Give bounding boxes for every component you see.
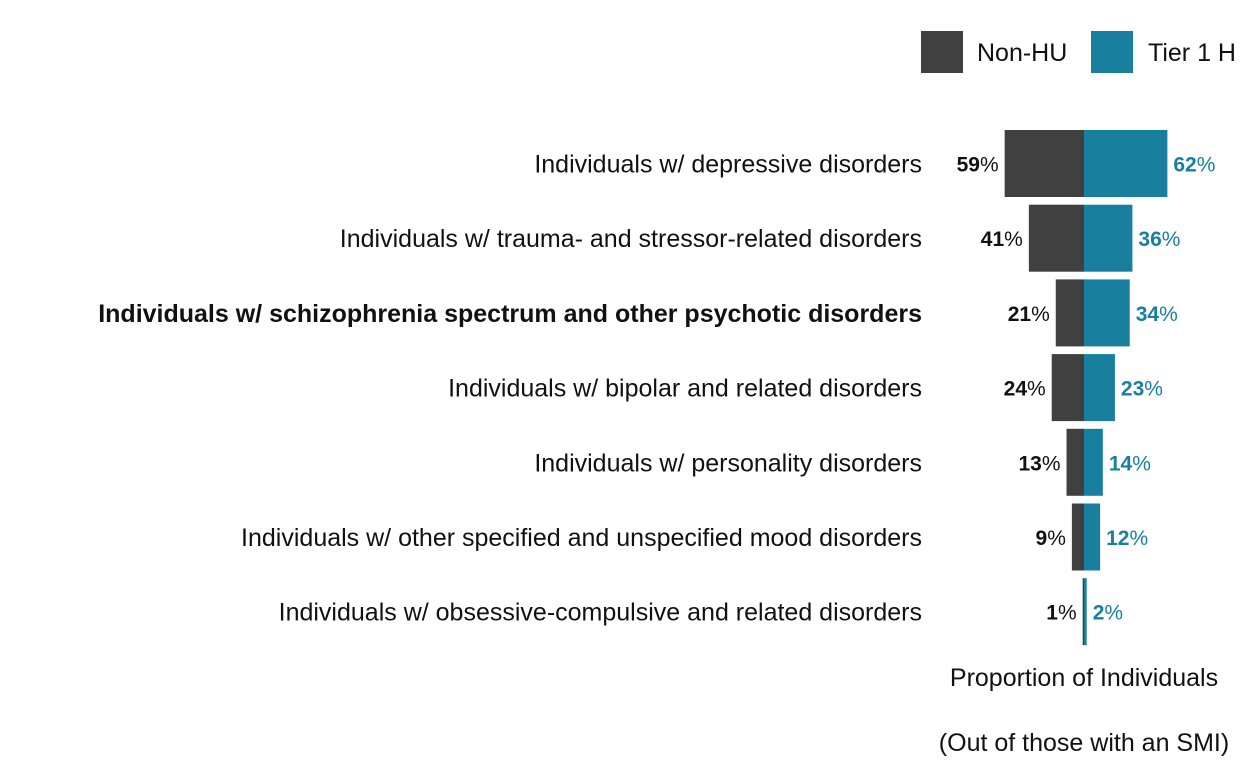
data-label-tier1-h: 2% [1093,602,1123,625]
data-label-tier1-h: 62% [1173,154,1215,177]
data-label-non-hu: 41% [981,228,1023,251]
data-label-tier1-h: 34% [1136,303,1178,326]
bar-tier1-h [1084,354,1115,422]
bar-tier1-h [1084,204,1133,272]
bar-non-hu [1066,428,1084,496]
bar-tier1-h [1084,279,1130,347]
bar-tier1-h [1084,578,1087,646]
x-axis-subtitle: (Out of those with an SMI) [939,729,1229,757]
legend-swatch-tier1-h [1091,31,1133,73]
bar-non-hu [1082,578,1084,646]
bar-tier1-h [1084,503,1101,571]
data-label-non-hu: 9% [1036,527,1066,550]
category-label: Individuals w/ depressive disorders [534,151,922,179]
category-label: Individuals w/ schizophrenia spectrum an… [98,300,922,328]
data-label-tier1-h: 14% [1109,452,1151,475]
category-label: Individuals w/ other specified and unspe… [241,524,922,552]
category-label: Individuals w/ bipolar and related disor… [448,375,922,403]
data-label-tier1-h: 36% [1138,228,1180,251]
category-label: Individuals w/ personality disorders [534,449,922,477]
data-label-non-hu: 59% [957,154,999,177]
data-label-non-hu: 21% [1008,303,1050,326]
bar-non-hu [1055,279,1084,347]
category-label: Individuals w/ obsessive-compulsive and … [279,599,922,627]
legend-swatch-non-hu [921,31,963,73]
bar-non-hu [1051,354,1084,422]
data-label-tier1-h: 12% [1106,527,1148,550]
data-label-non-hu: 1% [1046,602,1076,625]
category-label: Individuals w/ trauma- and stressor-rela… [340,225,922,253]
bar-non-hu [1028,204,1084,272]
data-label-tier1-h: 23% [1121,378,1163,401]
bar-non-hu [1071,503,1084,571]
bar-tier1-h [1084,130,1168,197]
legend-label-non-hu: Non-HU [977,39,1067,67]
data-label-non-hu: 13% [1018,452,1060,475]
bar-non-hu [1004,130,1084,197]
bar-tier1-h [1084,428,1103,496]
data-label-non-hu: 24% [1004,378,1046,401]
legend-label-tier1-h: Tier 1 H [1148,39,1236,67]
x-axis-title: Proportion of Individuals [950,664,1218,692]
